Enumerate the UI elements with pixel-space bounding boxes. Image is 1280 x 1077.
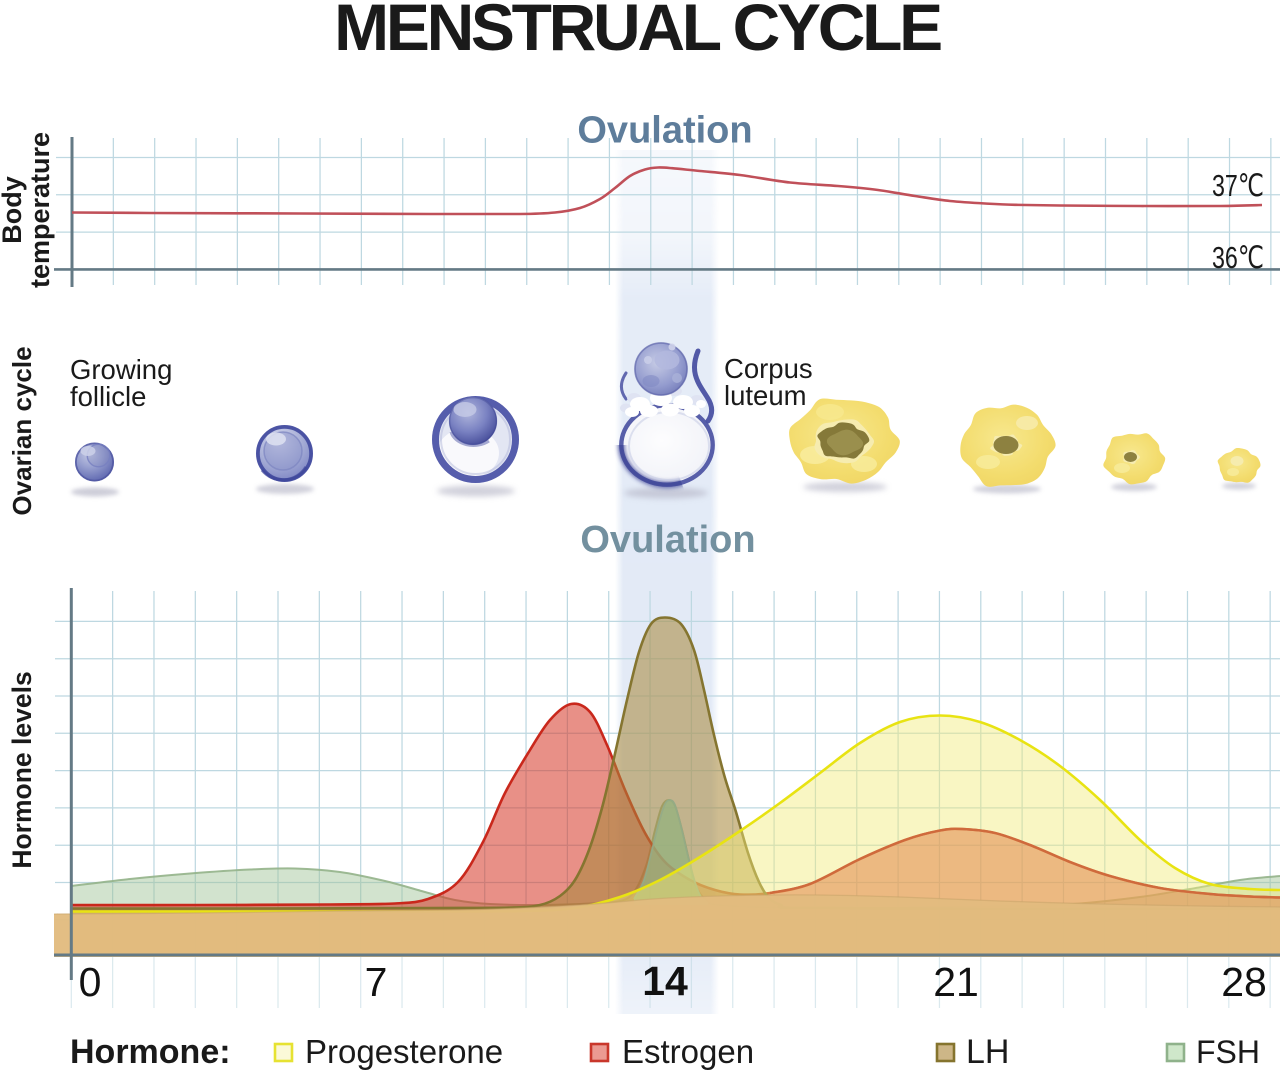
svg-text:Corpus: Corpus [724,353,813,384]
svg-text:Progesterone: Progesterone [305,1033,503,1070]
svg-text:Bodytemperature: Bodytemperature [0,132,55,288]
svg-text:MENSTRUAL CYCLE: MENSTRUAL CYCLE [334,0,941,64]
svg-text:Ovulation: Ovulation [580,519,755,561]
svg-text:36℃: 36℃ [1212,240,1264,275]
svg-text:follicle: follicle [70,381,146,412]
svg-text:Hormone levels: Hormone levels [7,671,37,868]
svg-text:7: 7 [365,959,388,1005]
svg-text:luteum: luteum [724,380,807,411]
svg-text:21: 21 [933,959,979,1005]
svg-text:FSH: FSH [1196,1034,1260,1070]
svg-text:37℃: 37℃ [1212,168,1264,203]
svg-text:Hormone:: Hormone: [70,1033,231,1071]
svg-text:14: 14 [642,958,688,1004]
svg-text:LH: LH [966,1033,1009,1071]
svg-text:Estrogen: Estrogen [622,1033,754,1070]
svg-text:28: 28 [1221,959,1267,1005]
svg-text:Ovarian cycle: Ovarian cycle [7,346,37,515]
svg-text:Growing: Growing [70,354,172,385]
svg-text:0: 0 [79,959,102,1005]
svg-text:Ovulation: Ovulation [577,110,752,152]
